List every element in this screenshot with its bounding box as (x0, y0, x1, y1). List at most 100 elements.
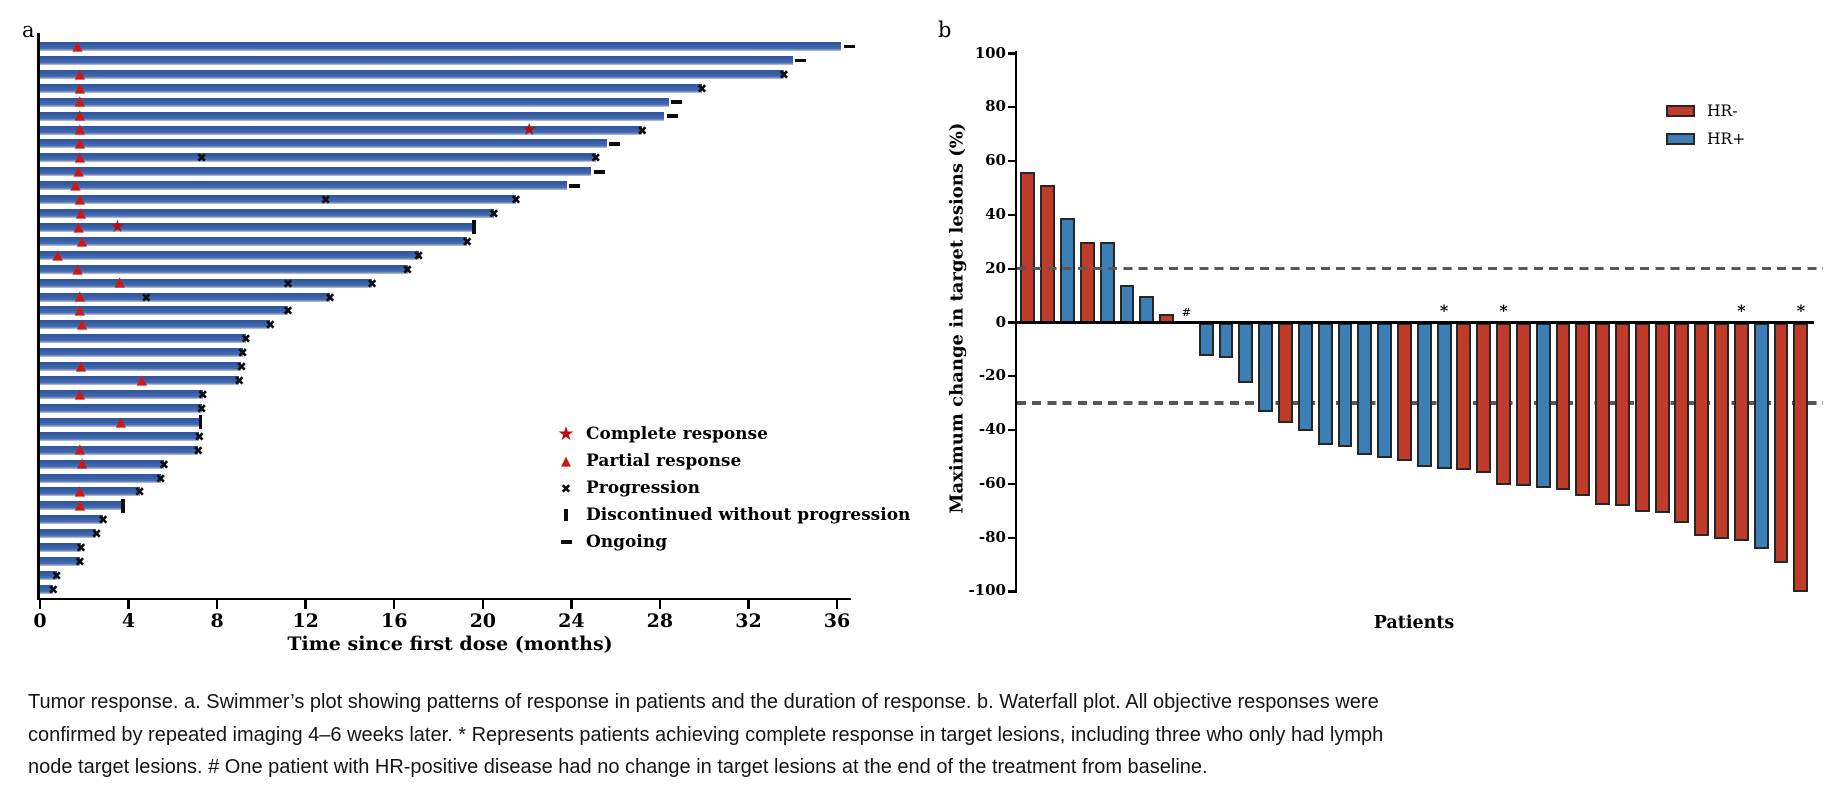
figure-caption: Tumor response. a. Swimmer’s plot showin… (28, 686, 1383, 784)
ongoing-marker (569, 183, 581, 188)
swimmer-bar (40, 278, 373, 288)
swimmer-legend-label: Partial response (586, 451, 742, 471)
swimmer-legend-item: ▲ Partial response (553, 450, 741, 472)
swimmer-bar (40, 501, 124, 511)
swimmer-y-axis (37, 33, 40, 600)
ongoing-marker (671, 100, 683, 105)
swimmer-x-tick-label: 4 (121, 610, 136, 632)
star-icon: ★ (553, 423, 579, 445)
swimmer-legend-item: Discontinued without progression (553, 504, 910, 526)
waterfall-legend-label: HR- (1707, 102, 1738, 120)
swimmer-bar (40, 264, 408, 274)
swimmer-bar (40, 195, 516, 205)
swimmer-x-tick (393, 600, 396, 609)
swimmer-bar (40, 543, 81, 553)
waterfall-y-tick-label: -40 (978, 420, 1006, 439)
waterfall-bar (1634, 322, 1650, 512)
triangle-glyph: ▲ (561, 453, 571, 469)
swimmer-bar (40, 362, 242, 372)
swimmer-bar (40, 473, 161, 483)
caption-line: confirmed by repeated imaging 4–6 weeks … (28, 723, 1384, 746)
waterfall-legend-item: HR- (1666, 102, 1738, 120)
swimmer-bar (40, 376, 240, 386)
swimmer-bar (40, 320, 271, 330)
cross-glyph: ✖ (560, 480, 572, 496)
swimmer-bar (40, 348, 243, 358)
waterfall-bar (1535, 322, 1551, 488)
waterfall-y-tick-label: 40 (985, 204, 1006, 223)
waterfall-y-axis-title: Maximum change in target lesions (%) (946, 122, 968, 514)
caption-line: Tumor response. a. Swimmer’s plot showin… (28, 691, 1379, 713)
waterfall-bar (1714, 322, 1729, 539)
swimmer-x-tick-label: 16 (381, 610, 408, 632)
waterfall-y-tick (1008, 428, 1015, 432)
reference-line (1017, 267, 1823, 271)
swimmer-legend-item: ★ Complete response (553, 423, 767, 445)
waterfall-y-tick (1008, 321, 1015, 324)
waterfall-bar (1694, 322, 1710, 536)
swimmer-x-tick (835, 600, 839, 609)
legend-swatch (1666, 105, 1695, 117)
swimmer-legend-item: Ongoing (553, 531, 667, 553)
swimmer-x-tick-label: 28 (646, 610, 674, 632)
waterfall-y-tick (1008, 267, 1015, 270)
swimmer-bar (40, 250, 419, 260)
waterfall-y-tick (1008, 375, 1015, 378)
swimmer-bar (40, 167, 592, 177)
discontinued-marker (198, 415, 203, 430)
swimmer-bar (40, 42, 842, 51)
waterfall-legend-item: HR+ (1666, 129, 1746, 148)
swimmer-legend-item: ✖ Progression (553, 477, 700, 499)
waterfall-bar (1496, 322, 1511, 485)
waterfall-y-tick (1008, 213, 1015, 217)
swimmer-bar (40, 417, 201, 427)
swimmer-legend-label: Ongoing (586, 532, 668, 552)
complete-response-asterisk: * (1499, 301, 1508, 320)
triangle-icon: ▲ (553, 454, 579, 469)
swimmer-bar (40, 403, 202, 413)
swimmer-bar (40, 459, 164, 469)
swimmer-x-tick (747, 600, 750, 609)
swimmer-bar (40, 445, 199, 455)
swimmer-bar (40, 431, 200, 441)
swimmer-x-tick-label: 36 (823, 610, 851, 632)
panel-b-label: b (938, 18, 952, 42)
waterfall-y-tick (1008, 482, 1015, 485)
waterfall-bar (1238, 322, 1254, 383)
complete-response-asterisk: * (1439, 301, 1449, 320)
waterfall-bar (1476, 322, 1492, 473)
waterfall-y-tick-label: -20 (978, 366, 1006, 385)
waterfall-legend-label: HR+ (1707, 129, 1746, 148)
swimmer-legend-label: Discontinued without progression (586, 505, 911, 525)
waterfall-bar (1139, 295, 1155, 324)
ongoing-marker (666, 114, 678, 118)
swimmer-bar (40, 125, 643, 135)
waterfall-bar (1753, 322, 1769, 550)
waterfall-bar (1733, 322, 1749, 542)
waterfall-bar (1099, 241, 1115, 324)
complete-response-asterisk: * (1737, 301, 1746, 320)
discontinued-marker (472, 220, 476, 235)
waterfall-bar (1119, 284, 1135, 324)
swimmer-x-tick (38, 600, 42, 609)
swimmer-bar (40, 55, 793, 65)
swimmer-x-tick (304, 600, 307, 609)
swimmer-legend-label: Progression (586, 478, 701, 498)
swimmer-bar (40, 139, 607, 149)
discontinued-marker (121, 498, 125, 513)
waterfall-bar (1198, 322, 1214, 356)
waterfall-bar (1377, 322, 1393, 458)
swimmer-bar (40, 83, 702, 93)
dash-icon (553, 540, 579, 544)
swimmer-bar (40, 222, 474, 232)
waterfall-y-tick-label: 20 (985, 258, 1006, 277)
waterfall-bar (1396, 322, 1412, 461)
waterfall-bar (1615, 322, 1630, 507)
waterfall-bar (1317, 322, 1333, 445)
waterfall-bar (1297, 322, 1313, 432)
waterfall-bar (1555, 322, 1571, 491)
complete-response-asterisk: * (1796, 301, 1806, 320)
waterfall-bar (1337, 322, 1353, 448)
swimmer-x-tick (658, 600, 662, 609)
legend-swatch (1666, 132, 1695, 145)
